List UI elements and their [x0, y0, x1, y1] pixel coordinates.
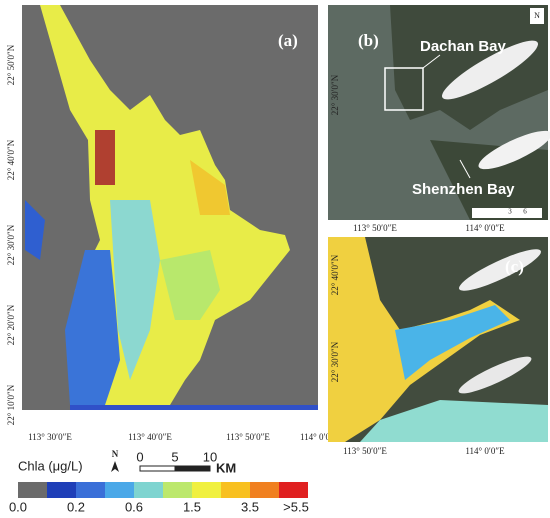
cloud [441, 40, 539, 100]
water-low [395, 305, 510, 380]
y-label: 22° 30′0″N [330, 74, 340, 115]
west-shoal [65, 250, 120, 405]
x-label: 113° 40′0″E [128, 432, 172, 442]
north-arrow [111, 461, 119, 472]
land [430, 140, 548, 220]
y-label: 22° 20′0″N [6, 304, 16, 345]
legend: Chla (μg/L) 0.0 0.2 0.6 1.5 3.5 >5.5 [9, 458, 309, 514]
x-label: 113° 50′0″E [343, 446, 387, 456]
y-label: 22° 30′0″N [6, 224, 16, 265]
inset-box [384, 67, 424, 111]
north-box [530, 8, 544, 24]
mid-water [160, 250, 220, 320]
scale-segment [174, 465, 211, 472]
cloud [459, 249, 541, 291]
annotation: Dachan Bay [420, 38, 507, 55]
east-water [190, 160, 230, 215]
scale-unit: KM [216, 460, 236, 475]
color-step [163, 482, 192, 498]
land [390, 5, 548, 130]
y-label: 22° 10′0″N [6, 384, 16, 425]
color-step [192, 482, 221, 498]
y-label: 22° 40′0″N [330, 254, 340, 295]
color-step [221, 482, 250, 498]
scale-label: 0 [136, 449, 143, 464]
x-label: 114° 0′0″E [465, 446, 505, 456]
cloud [478, 130, 550, 170]
legend-label: 3.5 [241, 499, 259, 514]
annotation: Shenzhen Bay [412, 181, 515, 198]
panel-label: (a) [278, 31, 298, 50]
cloud [458, 356, 532, 394]
pointer [422, 54, 441, 69]
scale-box [472, 208, 542, 218]
north-label: N [534, 11, 540, 20]
x-label: 114° 0′0″E [300, 432, 340, 442]
color-step [47, 482, 76, 498]
west-water [25, 200, 45, 260]
x-label: 114° 0′0″E [465, 223, 505, 233]
scale-bar: N 0 5 10 KM [111, 449, 236, 475]
legend-label: 0.2 [67, 499, 85, 514]
x-label: 113° 50′0″E [353, 223, 397, 233]
color-step [18, 482, 47, 498]
scale-label: 5 [171, 449, 178, 464]
legend-label: >5.5 [283, 499, 309, 514]
pointer [459, 159, 471, 179]
mid-channel [110, 200, 160, 380]
x-label: 113° 50′0″E [226, 432, 270, 442]
scale-label: 10 [203, 449, 217, 464]
y-label: 22° 50′0″N [6, 44, 16, 85]
scale-segment [139, 465, 176, 472]
colorbar [18, 482, 308, 498]
scale-label: 6 [523, 208, 527, 216]
legend-title: Chla (μg/L) [18, 458, 83, 473]
y-label: 22° 30′0″N [330, 341, 340, 382]
color-step [134, 482, 163, 498]
panel-b: N (b) Dachan Bay Shenzhen Bay 3 6 22° 30… [328, 5, 550, 233]
y-label: 22° 40′0″N [6, 139, 16, 180]
x-label: 113° 30′0″E [28, 432, 72, 442]
panel-a: (a) 22° 50′0″N 22° 40′0″N 22° 30′0″N 22°… [6, 5, 340, 442]
color-step [250, 482, 279, 498]
color-step [279, 482, 308, 498]
legend-label: 1.5 [183, 499, 201, 514]
color-step [76, 482, 105, 498]
scale-label: 3 [508, 208, 512, 216]
legend-label: 0.6 [125, 499, 143, 514]
water-mid [360, 400, 548, 442]
sea-edge [70, 405, 318, 410]
panel-label: (c) [505, 257, 524, 276]
north-label: N [112, 449, 119, 459]
legend-label: 0.0 [9, 499, 27, 514]
panel-label: (b) [358, 31, 379, 50]
color-step [105, 482, 134, 498]
ponds [95, 130, 115, 185]
panel-c: (c) 22° 40′0″N 22° 30′0″N 113° 50′0″E 11… [328, 237, 548, 456]
